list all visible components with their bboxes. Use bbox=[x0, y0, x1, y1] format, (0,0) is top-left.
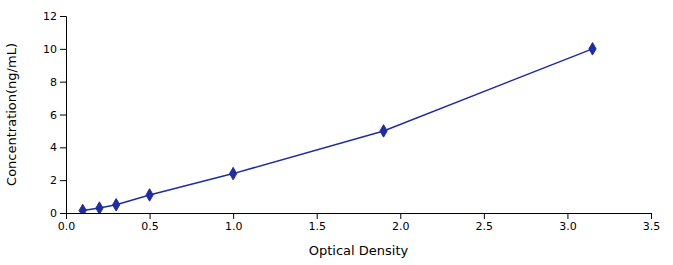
x-tick-mark bbox=[317, 213, 318, 219]
x-tick: 1.5 bbox=[308, 213, 326, 233]
point bbox=[113, 199, 120, 211]
x-tick-label: 1.0 bbox=[225, 220, 243, 233]
y-axis-title: Concentration(ng/mL) bbox=[4, 43, 19, 186]
x-tick-label: 2.0 bbox=[392, 220, 410, 233]
point bbox=[79, 204, 86, 213]
point bbox=[589, 43, 596, 55]
y-tick-mark bbox=[60, 82, 66, 83]
y-tick: 8 bbox=[50, 76, 66, 89]
x-tick-label: 0.0 bbox=[58, 220, 76, 233]
y-tick: 2 bbox=[50, 174, 66, 187]
point bbox=[146, 189, 153, 201]
marks bbox=[79, 43, 596, 213]
x-tick: 0.5 bbox=[141, 213, 159, 233]
y-tick: 6 bbox=[50, 109, 66, 122]
point bbox=[96, 202, 103, 213]
x-tick: 2.5 bbox=[476, 213, 494, 233]
x-tick: 3.0 bbox=[559, 213, 577, 233]
y-tick-label: 2 bbox=[50, 174, 57, 187]
y-tick-label: 8 bbox=[50, 76, 57, 89]
x-axis-line bbox=[67, 214, 652, 220]
x-tick-mark bbox=[150, 213, 151, 219]
y-tick-mark bbox=[60, 180, 66, 181]
x-axis-title: Optical Density bbox=[309, 243, 409, 258]
x-tick: 2.0 bbox=[392, 213, 410, 233]
x-tick: 3.5 bbox=[643, 213, 661, 233]
y-tick-label: 4 bbox=[50, 141, 57, 154]
y-tick-mark bbox=[60, 16, 66, 17]
y-axis-line bbox=[60, 17, 67, 214]
y-tick: 10 bbox=[43, 43, 66, 56]
x-tick-mark bbox=[567, 213, 568, 219]
x-tick-label: 3.5 bbox=[643, 220, 661, 233]
y-tick-mark bbox=[60, 147, 66, 148]
point bbox=[380, 125, 387, 137]
y-tick-label: 0 bbox=[50, 207, 57, 220]
y-tick-label: 10 bbox=[43, 43, 57, 56]
y-tick-label: 6 bbox=[50, 109, 57, 122]
chart: 0.0 0.5 1.0 1.5 2.0 2.5 3.0 3.5 0 2 4 6 8 10 12 Optical… bbox=[0, 0, 673, 265]
x-tick: 0.0 bbox=[58, 213, 76, 233]
x-tick: 1.0 bbox=[225, 213, 243, 233]
line bbox=[83, 49, 593, 211]
x-tick-label: 2.5 bbox=[476, 220, 494, 233]
x-tick-mark bbox=[484, 213, 485, 219]
y-tick-label: 12 bbox=[43, 10, 57, 23]
y-tick-mark bbox=[60, 213, 66, 214]
y-axis: 0 2 4 6 8 10 12 bbox=[43, 10, 67, 220]
x-tick-label: 3.0 bbox=[559, 220, 577, 233]
x-tick-mark bbox=[233, 213, 234, 219]
y-tick: 12 bbox=[43, 10, 66, 23]
x-axis: 0.0 0.5 1.0 1.5 2.0 2.5 3.0 3.5 bbox=[58, 213, 661, 233]
plot: 0.0 0.5 1.0 1.5 2.0 2.5 3.0 3.5 0 2 4 6 8 10 12 bbox=[43, 10, 660, 233]
x-tick-label: 0.5 bbox=[141, 220, 159, 233]
y-tick: 0 bbox=[50, 207, 66, 220]
y-tick: 4 bbox=[50, 141, 66, 154]
x-tick-mark bbox=[400, 213, 401, 219]
x-tick-mark bbox=[651, 213, 652, 219]
x-tick-label: 1.5 bbox=[308, 220, 326, 233]
y-tick-mark bbox=[60, 115, 66, 116]
y-tick-mark bbox=[60, 49, 66, 50]
point bbox=[230, 167, 237, 179]
